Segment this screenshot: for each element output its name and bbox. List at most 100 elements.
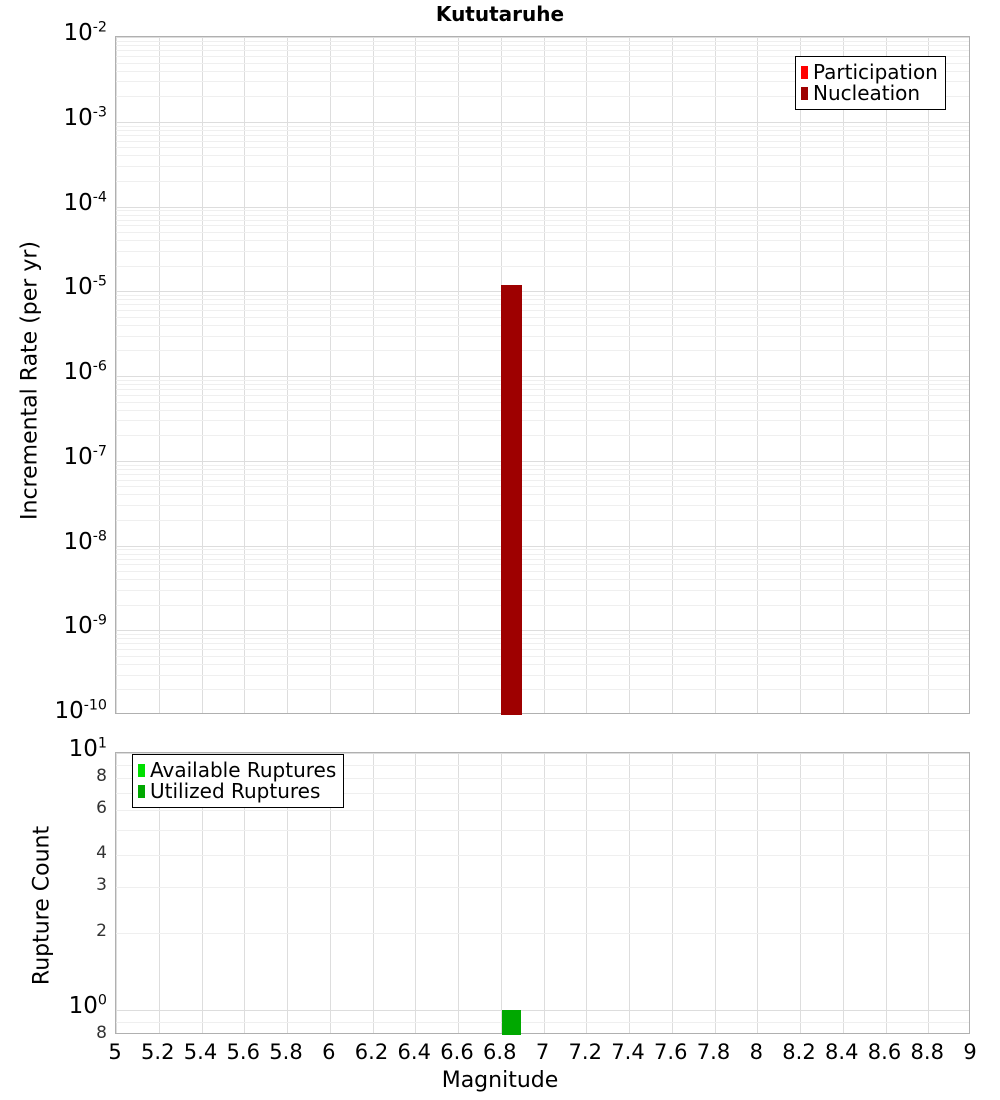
- y-tick-label-bottom-minor: 8: [96, 765, 107, 786]
- gridline-horizontal: [116, 40, 969, 42]
- gridline-horizontal: [116, 792, 969, 794]
- gridline-horizontal: [116, 240, 969, 242]
- gridline-horizontal: [116, 505, 969, 507]
- gridline-horizontal: [116, 376, 969, 377]
- gridline-horizontal: [116, 310, 969, 312]
- x-tick-label: 6.2: [354, 1040, 389, 1064]
- gridline-vertical: [671, 37, 673, 713]
- gridline-vertical: [415, 37, 417, 713]
- x-tick-label: 5.2: [141, 1040, 175, 1064]
- gridline-horizontal: [116, 265, 969, 267]
- gridline-horizontal: [116, 1021, 969, 1023]
- gridline-vertical: [329, 753, 331, 1033]
- gridline-vertical: [543, 753, 545, 1033]
- bottom-plot-gridlines: [116, 753, 969, 1033]
- legend-item-utilized-ruptures[interactable]: Utilized Ruptures: [138, 781, 336, 801]
- gridline-vertical: [458, 753, 459, 1033]
- gridline-vertical: [372, 753, 374, 1033]
- legend-item-available-ruptures[interactable]: Available Ruptures: [138, 760, 336, 780]
- gridline-vertical: [800, 37, 801, 713]
- bar-nucleation: [500, 284, 523, 715]
- gridline-horizontal: [116, 295, 969, 297]
- y-tick-label-bottom-minor: 6: [96, 798, 107, 819]
- gridline-horizontal: [116, 545, 969, 547]
- gridline-vertical: [714, 37, 716, 713]
- gridline-horizontal: [116, 335, 969, 337]
- y-tick-label-top: 10-6: [63, 358, 108, 385]
- gridline-horizontal: [116, 460, 969, 462]
- incremental-rate-plot: [115, 36, 970, 715]
- gridline-horizontal: [116, 384, 969, 386]
- gridline-vertical: [201, 37, 203, 713]
- gridline-horizontal: [116, 401, 969, 403]
- gridline-vertical: [158, 753, 160, 1033]
- gridline-horizontal: [116, 206, 969, 208]
- y-tick-label-top: 10-8: [63, 527, 108, 555]
- gridline-vertical: [885, 37, 887, 713]
- gridline-horizontal: [116, 932, 969, 934]
- gridline-horizontal: [116, 147, 969, 149]
- top-plot-legend: Participation Nucleation: [795, 56, 946, 110]
- x-axis-title: Magnitude: [441, 1068, 559, 1093]
- gridline-horizontal: [116, 45, 969, 47]
- gridline-horizontal: [116, 140, 969, 142]
- y-tick-label-bottom: 101: [68, 735, 107, 762]
- gridline-horizontal: [116, 643, 969, 645]
- gridline-horizontal: [116, 219, 969, 221]
- x-tick-label: 7.6: [654, 1040, 688, 1064]
- legend-label-participation: Participation: [813, 60, 938, 84]
- gridline-horizontal: [116, 96, 969, 98]
- x-tick-label: 6.4: [397, 1040, 431, 1064]
- gridline-horizontal: [116, 553, 969, 555]
- y-tick-label-bottom-minor: 8: [96, 1023, 107, 1043]
- gridline-horizontal: [116, 210, 969, 212]
- gridline-horizontal: [116, 479, 969, 481]
- y-tick-label-top: 10-9: [63, 612, 108, 640]
- gridline-horizontal: [116, 777, 969, 779]
- gridline-horizontal: [116, 579, 969, 581]
- gridline-horizontal: [116, 649, 969, 651]
- y-tick-label-bottom-minor: 3: [96, 875, 107, 896]
- legend-item-nucleation[interactable]: Nucleation: [801, 83, 938, 103]
- gridline-horizontal: [116, 519, 969, 521]
- x-tick-label: 5: [108, 1040, 122, 1064]
- gridline-vertical: [586, 37, 588, 713]
- gridline-horizontal: [116, 134, 969, 136]
- x-tick-label: 7.2: [568, 1040, 602, 1064]
- y-tick-label-top: 10-2: [63, 19, 108, 46]
- gridline-horizontal: [116, 324, 969, 326]
- gridline-horizontal: [116, 350, 969, 352]
- gridline-horizontal: [116, 810, 969, 812]
- gridline-vertical: [629, 37, 630, 713]
- gridline-horizontal: [116, 37, 969, 38]
- gridline-horizontal: [116, 155, 969, 157]
- gridline-vertical: [116, 37, 117, 713]
- x-tick-label: 8.6: [867, 1040, 902, 1064]
- y-tick-label-top: 10-10: [54, 697, 107, 724]
- gridline-horizontal: [116, 121, 969, 123]
- bar-utilized-ruptures: [501, 1010, 522, 1035]
- gridline-horizontal: [116, 464, 969, 466]
- x-tick-label: 5.8: [269, 1040, 303, 1064]
- x-tick-label: 8.4: [825, 1040, 859, 1064]
- x-tick-label: 7: [535, 1040, 550, 1064]
- gridline-horizontal: [116, 291, 969, 293]
- x-tick-label: 6: [322, 1040, 336, 1064]
- gridline-horizontal: [116, 379, 969, 381]
- gridline-horizontal: [116, 55, 969, 57]
- gridline-horizontal: [116, 638, 969, 640]
- legend-item-participation[interactable]: Participation: [801, 62, 938, 82]
- gridline-vertical: [500, 753, 502, 1033]
- x-tick-label: 9: [963, 1040, 977, 1064]
- gridline-vertical: [757, 37, 759, 713]
- y-tick-label-top: 10-5: [63, 273, 108, 301]
- gridline-horizontal: [116, 1010, 969, 1012]
- gridline-vertical: [586, 753, 588, 1033]
- gridline-vertical: [842, 753, 844, 1033]
- gridline-vertical: [800, 753, 801, 1033]
- gridline-horizontal: [116, 394, 969, 396]
- gridline-horizontal: [116, 409, 969, 411]
- y-tick-label-top: 10-7: [63, 443, 108, 470]
- x-tick-label: 7.4: [611, 1040, 645, 1064]
